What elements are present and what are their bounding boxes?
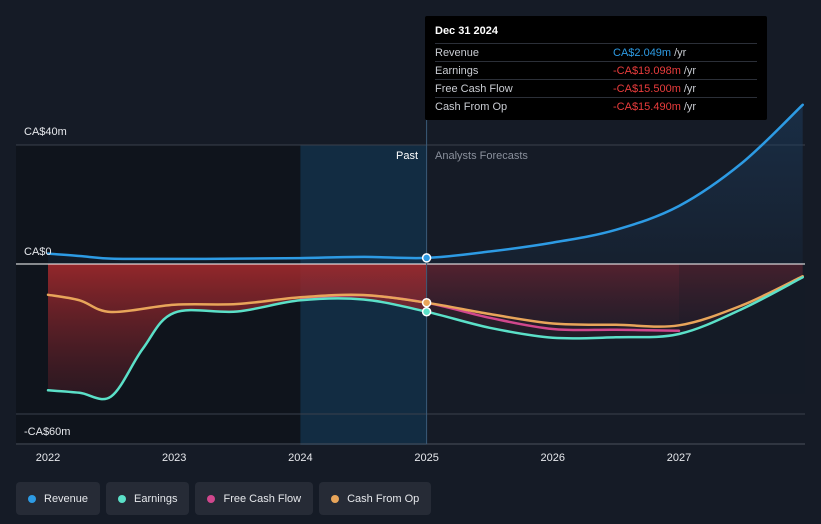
revenue-area — [48, 104, 803, 264]
legend-dot-icon — [28, 494, 36, 503]
legend-item-free-cash-flow[interactable]: Free Cash Flow — [195, 482, 314, 515]
tooltip: Dec 31 2024 Revenue CA$2.049m/yr Earnings -… — [425, 16, 767, 120]
y-axis-max-label: CA$40m — [24, 126, 67, 138]
legend: Revenue Earnings Free Cash Flow Cash From O… — [16, 482, 432, 515]
marker-earnings — [421, 306, 432, 317]
tooltip-row-name: Revenue — [435, 46, 480, 59]
x-tick-label: 2024 — [288, 452, 313, 464]
series-line-cash-from-op — [46, 275, 804, 328]
y-axis-zero-label: CA$0 — [24, 246, 52, 258]
x-tick-label: 2026 — [540, 452, 566, 464]
marker-revenue — [421, 253, 432, 263]
legend-item-revenue[interactable]: Revenue — [16, 482, 101, 515]
y-axis-min-label: -CA$60m — [24, 426, 71, 438]
series-line-earnings — [46, 276, 804, 401]
legend-dot-icon — [331, 494, 340, 503]
legend-label: Earnings — [134, 492, 178, 505]
legend-item-cash-from-op[interactable]: Cash From Op — [319, 482, 432, 515]
tooltip-row-unit: /yr — [683, 64, 697, 77]
tooltip-row: Earnings -CA$19.098m/yr — [435, 61, 757, 79]
tooltip-row-value: -CA$15.500m — [613, 82, 681, 95]
tooltip-row-unit: /yr — [683, 100, 697, 113]
tooltip-row-name: Earnings — [435, 64, 479, 77]
forecast-label: Analysts Forecasts — [435, 150, 528, 162]
tooltip-row-unit: /yr — [674, 46, 687, 59]
legend-label: Cash From Op — [347, 492, 420, 505]
tooltip-row: Revenue CA$2.049m/yr — [435, 43, 757, 61]
x-tick-label: 2022 — [35, 452, 61, 464]
tooltip-row-value: -CA$19.098m — [613, 64, 681, 77]
tooltip-row-value: CA$2.049m — [613, 46, 672, 59]
tooltip-row-name: Free Cash Flow — [435, 82, 513, 95]
past-label: Past — [396, 150, 419, 162]
legend-label: Free Cash Flow — [223, 492, 302, 505]
x-tick-label: 2023 — [161, 452, 187, 464]
legend-dot-icon — [207, 494, 216, 503]
legend-item-earnings[interactable]: Earnings — [106, 482, 190, 515]
tooltip-row: Free Cash Flow -CA$15.500m/yr — [435, 79, 757, 97]
legend-dot-icon — [118, 494, 127, 503]
tooltip-row-unit: /yr — [683, 82, 697, 95]
x-tick-label: 2027 — [666, 452, 692, 464]
tooltip-date: Dec 31 2024 — [435, 25, 498, 37]
tooltip-row: Cash From Op -CA$15.490m/yr — [435, 97, 757, 115]
legend-label: Revenue — [44, 492, 89, 505]
series-line-revenue — [46, 103, 804, 261]
tooltip-row-name: Cash From Op — [435, 100, 508, 113]
tooltip-row-value: -CA$15.490m — [613, 100, 681, 113]
x-tick-label: 2025 — [414, 452, 439, 464]
marker-cash-from-op — [421, 297, 432, 308]
